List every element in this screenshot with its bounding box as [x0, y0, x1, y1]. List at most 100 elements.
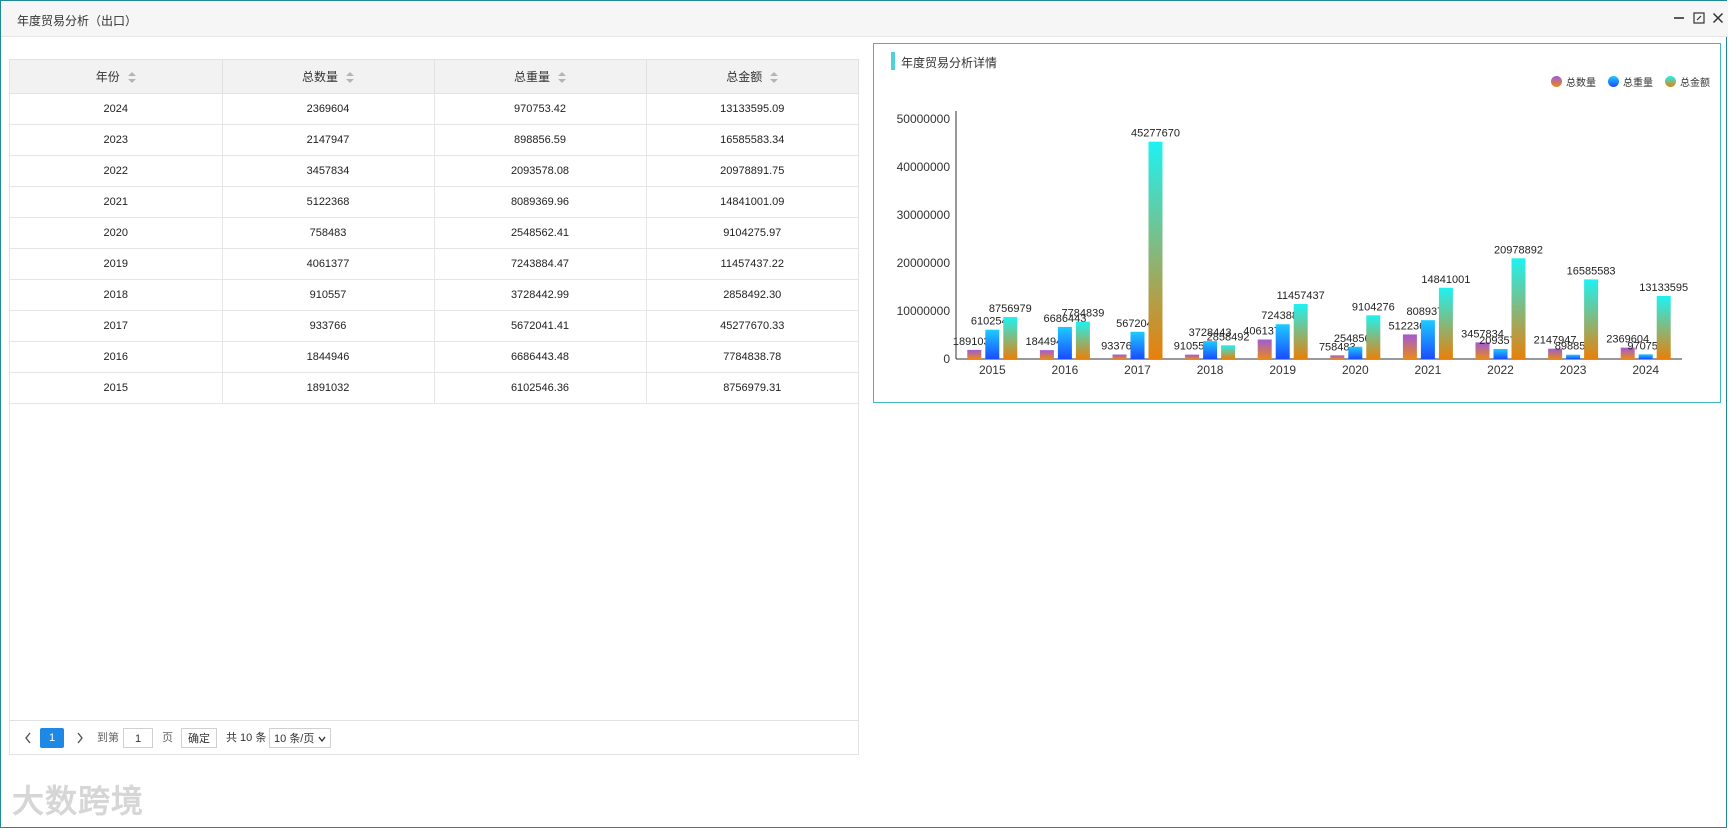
cell-quantity: 4061377 — [222, 248, 435, 280]
bar — [1057, 326, 1072, 359]
cell-quantity: 1844946 — [222, 341, 435, 373]
cell-weight: 2548562.41 — [434, 217, 647, 249]
legend-dot — [1665, 76, 1676, 87]
cell-year: 2016 — [10, 341, 223, 373]
y-tick-label: 30000000 — [897, 208, 951, 222]
pagination-bar: 1 到第 1 页 确定 共 10 条 10 条/页 — [10, 720, 858, 754]
cell-quantity: 5122368 — [222, 186, 435, 218]
table-row[interactable]: 2018 910557 3728442.99 2858492.30 — [10, 279, 858, 311]
cell-weight: 7243884.47 — [434, 248, 647, 280]
cell-weight: 6102546.36 — [434, 372, 647, 404]
cell-amount: 45277670.33 — [646, 310, 858, 342]
table-row[interactable]: 2019 4061377 7243884.47 11457437.22 — [10, 248, 858, 280]
table-row[interactable]: 2022 3457834 2093578.08 20978891.75 — [10, 155, 858, 187]
column-header-weight[interactable]: 总重量 — [434, 60, 647, 94]
bar — [1185, 354, 1200, 359]
page-size-value: 10 条/页 — [274, 733, 315, 745]
bar — [1003, 316, 1018, 359]
data-label: 3728443 — [1189, 327, 1232, 339]
data-label: 2147947 — [1534, 335, 1577, 347]
sort-icon[interactable] — [127, 71, 136, 84]
data-label: 2858492 — [1207, 331, 1250, 343]
next-page-button[interactable] — [72, 728, 88, 748]
bar — [1366, 315, 1381, 359]
data-label: 910557 — [1174, 341, 1211, 353]
chevron-right-icon — [77, 732, 83, 744]
data-label: 2369604 — [1606, 334, 1649, 346]
sort-icon[interactable] — [346, 71, 354, 84]
table-header-row: 年份 总数量 总重量 总金额 — [10, 60, 858, 94]
legend-item-amount[interactable]: 总金额 — [1665, 74, 1710, 89]
column-header-label: 年份 — [95, 70, 120, 84]
bar — [1638, 354, 1653, 359]
cell-quantity: 910557 — [222, 279, 435, 311]
bar-chart: 0 10000000 20000000 30000000 40000000 5000000… — [897, 111, 1688, 377]
table-row[interactable]: 2016 1844946 6686443.48 7784838.78 — [10, 341, 858, 373]
goto-page-input[interactable]: 1 — [123, 728, 153, 748]
x-tick-label: 2021 — [1415, 363, 1442, 377]
sort-icon[interactable] — [770, 71, 779, 84]
window-title: 年度贸易分析（出口） — [17, 14, 138, 28]
close-icon — [1712, 12, 1724, 24]
page-number-button[interactable]: 1 — [40, 728, 64, 748]
cell-weight: 970753.42 — [434, 93, 647, 125]
column-header-amount[interactable]: 总金额 — [646, 60, 858, 94]
bar — [1348, 346, 1363, 359]
legend-item-quantity[interactable]: 总数量 — [1551, 74, 1596, 89]
data-label: 898857 — [1555, 341, 1592, 353]
bar — [1330, 355, 1345, 359]
cell-year: 2023 — [10, 124, 223, 156]
data-label: 7784839 — [1061, 308, 1104, 320]
y-tick-label: 40000000 — [897, 160, 951, 174]
chart-title-accent — [891, 52, 895, 70]
chevron-left-icon — [25, 732, 31, 744]
cell-year: 2021 — [10, 186, 223, 218]
legend-item-weight[interactable]: 总重量 — [1608, 74, 1653, 89]
table-row[interactable]: 2020 758483 2548562.41 9104275.97 — [10, 217, 858, 249]
cell-weight: 8089369.96 — [434, 186, 647, 218]
minimize-button[interactable] — [1670, 9, 1688, 27]
table-row[interactable]: 2021 5122368 8089369.96 14841001.09 — [10, 186, 858, 218]
table-row[interactable]: 2015 1891032 6102546.36 8756979.31 — [10, 372, 858, 404]
bar — [1620, 347, 1635, 359]
confirm-button[interactable]: 确定 — [181, 728, 217, 748]
cell-year: 2018 — [10, 279, 223, 311]
minimize-icon — [1674, 17, 1684, 19]
cell-weight: 3728442.99 — [434, 279, 647, 311]
bar — [1402, 334, 1417, 359]
data-label: 3457834 — [1461, 328, 1504, 340]
chart-legend: 总数量 总重量 总金额 — [1551, 74, 1710, 89]
goto-label: 到第 — [97, 732, 119, 744]
column-header-quantity[interactable]: 总数量 — [222, 60, 435, 94]
x-tick-label: 2018 — [1197, 363, 1224, 377]
y-tick-label: 0 — [943, 352, 950, 366]
x-tick-label: 2024 — [1632, 363, 1659, 377]
table-row[interactable]: 2024 2369604 970753.42 13133595.09 — [10, 93, 858, 125]
bar — [1493, 348, 1508, 359]
data-label: 1844946 — [1025, 336, 1068, 348]
data-label: 7243884 — [1261, 310, 1304, 322]
cell-amount: 13133595.09 — [646, 93, 858, 125]
cell-quantity: 2147947 — [222, 124, 435, 156]
page-size-select[interactable]: 10 条/页 — [269, 728, 331, 748]
bar — [1130, 331, 1145, 359]
x-tick-label: 2019 — [1269, 363, 1296, 377]
cell-year: 2015 — [10, 372, 223, 404]
x-tick-label: 2017 — [1124, 363, 1151, 377]
table-row[interactable]: 2017 933766 5672041.41 45277670.33 — [10, 310, 858, 342]
bar — [1656, 295, 1671, 359]
sort-icon[interactable] — [558, 71, 566, 84]
cell-year: 2017 — [10, 310, 223, 342]
total-count: 共 10 条 — [226, 732, 267, 744]
column-header-label: 总重量 — [513, 70, 550, 84]
legend-label: 总金额 — [1680, 78, 1710, 89]
column-header-year[interactable]: 年份 — [10, 60, 223, 94]
prev-page-button[interactable] — [20, 728, 36, 748]
cell-year: 2019 — [10, 248, 223, 280]
data-label: 45277670 — [1131, 128, 1180, 140]
table-row[interactable]: 2023 2147947 898856.59 16585583.34 — [10, 124, 858, 156]
maximize-button[interactable] — [1690, 9, 1708, 27]
close-button[interactable] — [1709, 9, 1727, 27]
data-label: 14841001 — [1421, 274, 1470, 286]
